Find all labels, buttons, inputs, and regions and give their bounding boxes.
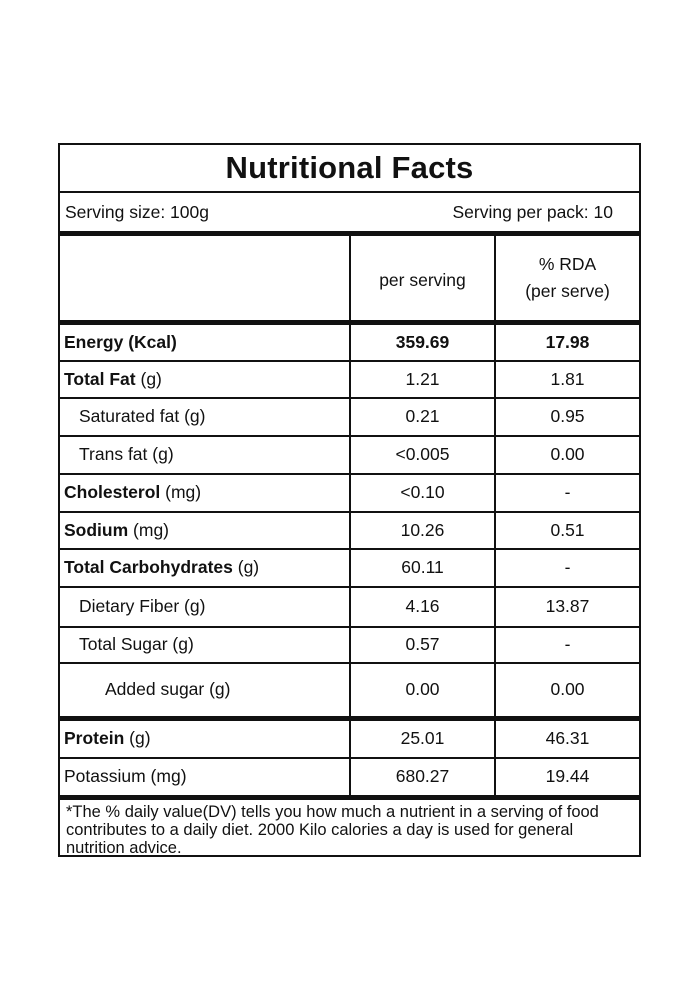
nutrient-name-bold: Total Fat xyxy=(64,368,136,389)
per-serving-value: 10.26 xyxy=(349,510,496,550)
nutrient-unit: (mg) xyxy=(160,482,202,502)
table-row: Dietary Fiber (g) 4.16 13.87 xyxy=(60,585,639,628)
nutrient-name-bold: Energy (Kcal) xyxy=(64,331,177,352)
nutrient-name-bold: Total Carbohydrates xyxy=(64,557,233,577)
serving-info: Serving size: 100g Serving per pack: 10 xyxy=(60,193,639,236)
table-row: Sodium (mg) 10.26 0.51 xyxy=(60,510,639,550)
rda-value: 0.51 xyxy=(494,510,639,550)
rda-value: 0.95 xyxy=(494,396,639,437)
header-per-serving: per serving xyxy=(349,236,496,324)
header-rda: % RDA (per serve) xyxy=(494,236,639,324)
table-row: Total Fat (g) 1.21 1.81 xyxy=(60,359,639,399)
rda-value: - xyxy=(494,472,639,513)
rda-value: 17.98 xyxy=(494,320,639,362)
nutrient-unit: (mg) xyxy=(128,519,169,540)
nutrient-unit: (g) xyxy=(124,728,151,749)
nutrition-table: per serving % RDA (per serve) Energy (Kc… xyxy=(60,236,639,800)
rda-value: 46.31 xyxy=(494,717,639,759)
nutrient-name-bold: Cholesterol xyxy=(64,482,161,502)
nutrient-unit: Added sugar (g) xyxy=(105,679,231,700)
per-serving-value: 0.00 xyxy=(349,661,496,721)
label-title: Nutritional Facts xyxy=(60,145,639,193)
rda-value: 1.81 xyxy=(494,359,639,399)
nutrient-name: Sodium (mg) xyxy=(60,510,351,550)
per-serving-value: 1.21 xyxy=(349,359,496,399)
nutrient-unit: Total Sugar (g) xyxy=(79,634,194,654)
rda-value: 13.87 xyxy=(494,585,639,628)
table-row: Total Carbohydrates (g) 60.11 - xyxy=(60,547,639,588)
per-serving-value: 359.69 xyxy=(349,320,496,362)
table-row: Added sugar (g) 0.00 0.00 xyxy=(60,661,639,721)
nutrient-unit: Saturated fat (g) xyxy=(79,406,206,426)
table-row: Saturated fat (g) 0.21 0.95 xyxy=(60,396,639,437)
per-serving-value: <0.005 xyxy=(349,434,496,475)
rda-value: 19.44 xyxy=(494,756,639,800)
table-row: Potassium (mg) 680.27 19.44 xyxy=(60,756,639,800)
per-serving-value: 0.57 xyxy=(349,625,496,664)
table-row: Trans fat (g) <0.005 0.00 xyxy=(60,434,639,475)
serving-size: Serving size: 100g xyxy=(65,201,209,222)
nutrient-unit: (g) xyxy=(135,368,162,389)
rda-value: - xyxy=(494,625,639,664)
table-header-row: per serving % RDA (per serve) xyxy=(60,236,639,324)
footnote: *The % daily value(DV) tells you how muc… xyxy=(66,803,599,857)
per-serving-value: 25.01 xyxy=(349,717,496,759)
table-row: Cholesterol (mg) <0.10 - xyxy=(60,472,639,513)
header-rda-line1: % RDA xyxy=(538,254,597,274)
nutrient-unit: Dietary Fiber (g) xyxy=(79,596,206,616)
rda-value: 0.00 xyxy=(494,434,639,475)
nutrient-unit: Trans fat (g) xyxy=(79,444,174,464)
table-row: Protein (g) 25.01 46.31 xyxy=(60,717,639,759)
nutrient-name: Added sugar (g) xyxy=(60,661,351,721)
nutrient-name: Total Fat (g) xyxy=(60,359,351,399)
nutrient-name-bold: Sodium xyxy=(64,519,129,540)
per-serving-value: 60.11 xyxy=(349,547,496,588)
table-row: Total Sugar (g) 0.57 - xyxy=(60,625,639,664)
per-serving-value: 0.21 xyxy=(349,396,496,437)
nutrient-name: Saturated fat (g) xyxy=(60,396,351,437)
table-row: Energy (Kcal) 359.69 17.98 xyxy=(60,320,639,362)
servings-per-pack: Serving per pack: 10 xyxy=(452,201,613,222)
nutrient-name: Total Carbohydrates (g) xyxy=(60,547,351,588)
nutrient-name: Energy (Kcal) xyxy=(60,320,351,362)
per-serving-value: 680.27 xyxy=(349,756,496,800)
nutrition-label: Nutritional Facts Serving size: 100g Ser… xyxy=(58,143,641,857)
nutrient-name: Total Sugar (g) xyxy=(60,625,351,664)
nutrient-name-bold: Protein xyxy=(64,728,125,749)
per-serving-value: 4.16 xyxy=(349,585,496,628)
nutrient-name: Potassium (mg) xyxy=(60,756,351,800)
per-serving-value: <0.10 xyxy=(349,472,496,513)
nutrient-name: Protein (g) xyxy=(60,717,351,759)
header-rda-line2: (per serve) xyxy=(525,281,610,301)
header-empty-cell xyxy=(60,236,351,324)
nutrient-name: Dietary Fiber (g) xyxy=(60,585,351,628)
nutrient-unit: (g) xyxy=(232,557,260,577)
rda-value: 0.00 xyxy=(494,661,639,721)
rda-value: - xyxy=(494,547,639,588)
nutrient-name: Cholesterol (mg) xyxy=(60,472,351,513)
nutrient-name: Trans fat (g) xyxy=(60,434,351,475)
nutrient-unit: Potassium (mg) xyxy=(64,766,187,787)
